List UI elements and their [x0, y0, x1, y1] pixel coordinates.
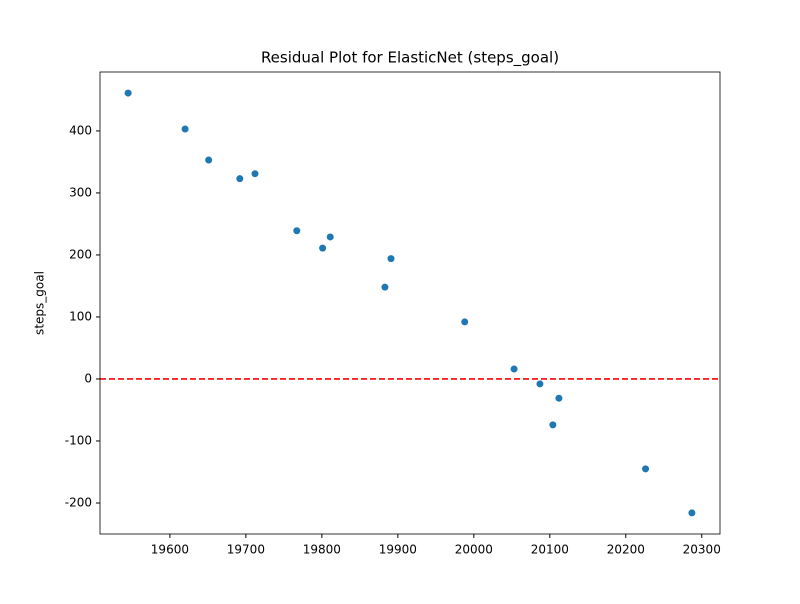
point — [293, 227, 301, 235]
y-tick-label: 400 — [69, 123, 92, 137]
x-tick-label: 20000 — [455, 543, 493, 557]
point — [251, 170, 259, 178]
point — [326, 233, 334, 241]
x-tick-label: 19700 — [227, 543, 265, 557]
point — [549, 421, 557, 429]
y-tick-label: -100 — [65, 433, 92, 447]
point — [124, 89, 132, 97]
point — [536, 380, 544, 388]
point — [205, 156, 213, 164]
point — [642, 465, 650, 473]
x-tick-label: 19600 — [151, 543, 189, 557]
chart-title: Residual Plot for ElasticNet (steps_goal… — [261, 49, 559, 68]
y-axis-label: steps_goal — [33, 271, 47, 335]
point — [319, 244, 327, 252]
x-tick-label: 20100 — [531, 543, 569, 557]
y-tick-label: 100 — [69, 309, 92, 323]
y-tick-label: 300 — [69, 185, 92, 199]
x-tick-label: 20200 — [607, 543, 645, 557]
point — [236, 175, 244, 183]
point — [381, 283, 389, 291]
point — [510, 365, 518, 373]
plot-frame — [99, 71, 721, 535]
point — [461, 318, 469, 326]
y-tick-label: 200 — [69, 247, 92, 261]
y-tick-label: -200 — [65, 495, 92, 509]
point — [688, 509, 696, 517]
y-tick-label: 0 — [84, 371, 92, 385]
x-tick-label: 19900 — [379, 543, 417, 557]
point — [555, 394, 563, 402]
point — [387, 255, 395, 263]
point — [181, 125, 189, 133]
x-tick-label: 20300 — [683, 543, 721, 557]
x-tick-label: 19800 — [303, 543, 341, 557]
